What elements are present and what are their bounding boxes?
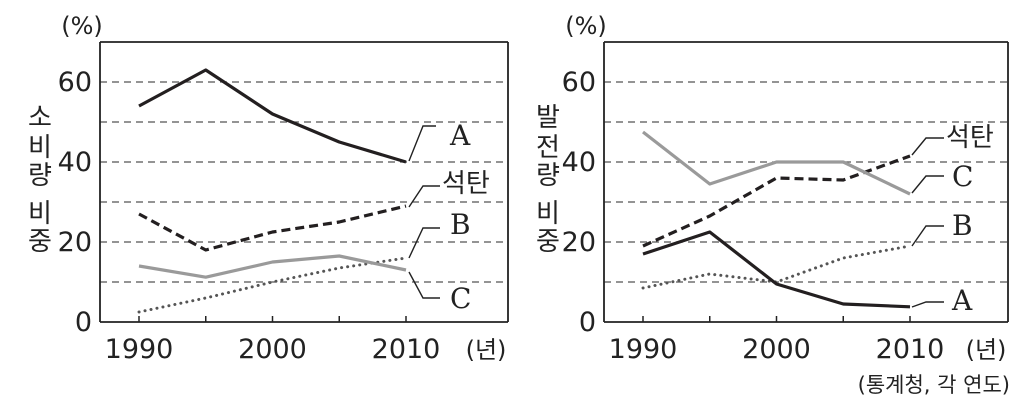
y-axis-label-char: 비 (28, 133, 52, 163)
y-tick-label: 20 (562, 227, 596, 258)
series-label-a: A (951, 284, 973, 317)
source-note: (통계청, 각 연도) (858, 373, 1010, 397)
x-tick-label: 2010 (876, 334, 945, 365)
series-line-coal (642, 154, 911, 248)
x-unit-label: (년) (966, 336, 1007, 364)
y-tick-label: 60 (562, 67, 596, 98)
series-line-c (642, 130, 911, 196)
series-line-coal (138, 204, 407, 252)
y-axis-label-char: 량 (536, 161, 560, 191)
leader-line-b (408, 227, 440, 259)
leader-line-a (911, 301, 944, 308)
x-tick-label: 1990 (609, 334, 678, 365)
leader-line-b (911, 225, 944, 247)
y-axis-label-char: 비 (536, 199, 560, 229)
leader-line-a (408, 125, 436, 162)
y-axis-label-char: 중 (536, 227, 560, 257)
y-tick-label: 60 (58, 67, 92, 98)
leader-line-coal (408, 185, 440, 208)
x-tick-label: 2010 (372, 334, 441, 365)
y-unit-label: (%) (565, 12, 607, 40)
y-tick-label: 40 (562, 147, 596, 178)
leader-line-coal (911, 137, 944, 156)
series-label-b: B (450, 208, 471, 241)
y-tick-label: 0 (579, 307, 596, 338)
x-tick-label: 1990 (105, 334, 174, 365)
series-label-b: B (952, 209, 973, 242)
y-tick-label: 0 (75, 307, 92, 338)
x-tick-label: 2000 (742, 334, 811, 365)
series-line-a (642, 230, 911, 309)
series-label-coal: 석탄 (946, 123, 994, 153)
series-line-a (138, 68, 407, 164)
series-label-c: C (952, 160, 973, 193)
y-axis-label-char: 발 (536, 103, 560, 133)
leader-line-c (408, 271, 440, 299)
leader-line-c (911, 175, 944, 194)
y-axis-label-char: 량 (28, 161, 52, 191)
y-axis-label-char: 중 (28, 227, 52, 257)
series-label-c: C (450, 282, 471, 315)
y-axis-label-char: 비 (28, 199, 52, 229)
x-unit-label: (년) (466, 336, 507, 364)
y-axis-label-char: 전 (536, 133, 560, 163)
series-label-a: A (449, 119, 471, 152)
y-unit-label: (%) (61, 12, 103, 40)
y-axis-label-char: 소 (28, 103, 52, 133)
y-tick-label: 20 (58, 227, 92, 258)
series-label-coal: 석탄 (442, 169, 490, 199)
series-line-c (138, 254, 407, 279)
y-tick-label: 40 (58, 147, 92, 178)
series-line-b (137, 256, 408, 314)
x-tick-label: 2000 (238, 334, 307, 365)
